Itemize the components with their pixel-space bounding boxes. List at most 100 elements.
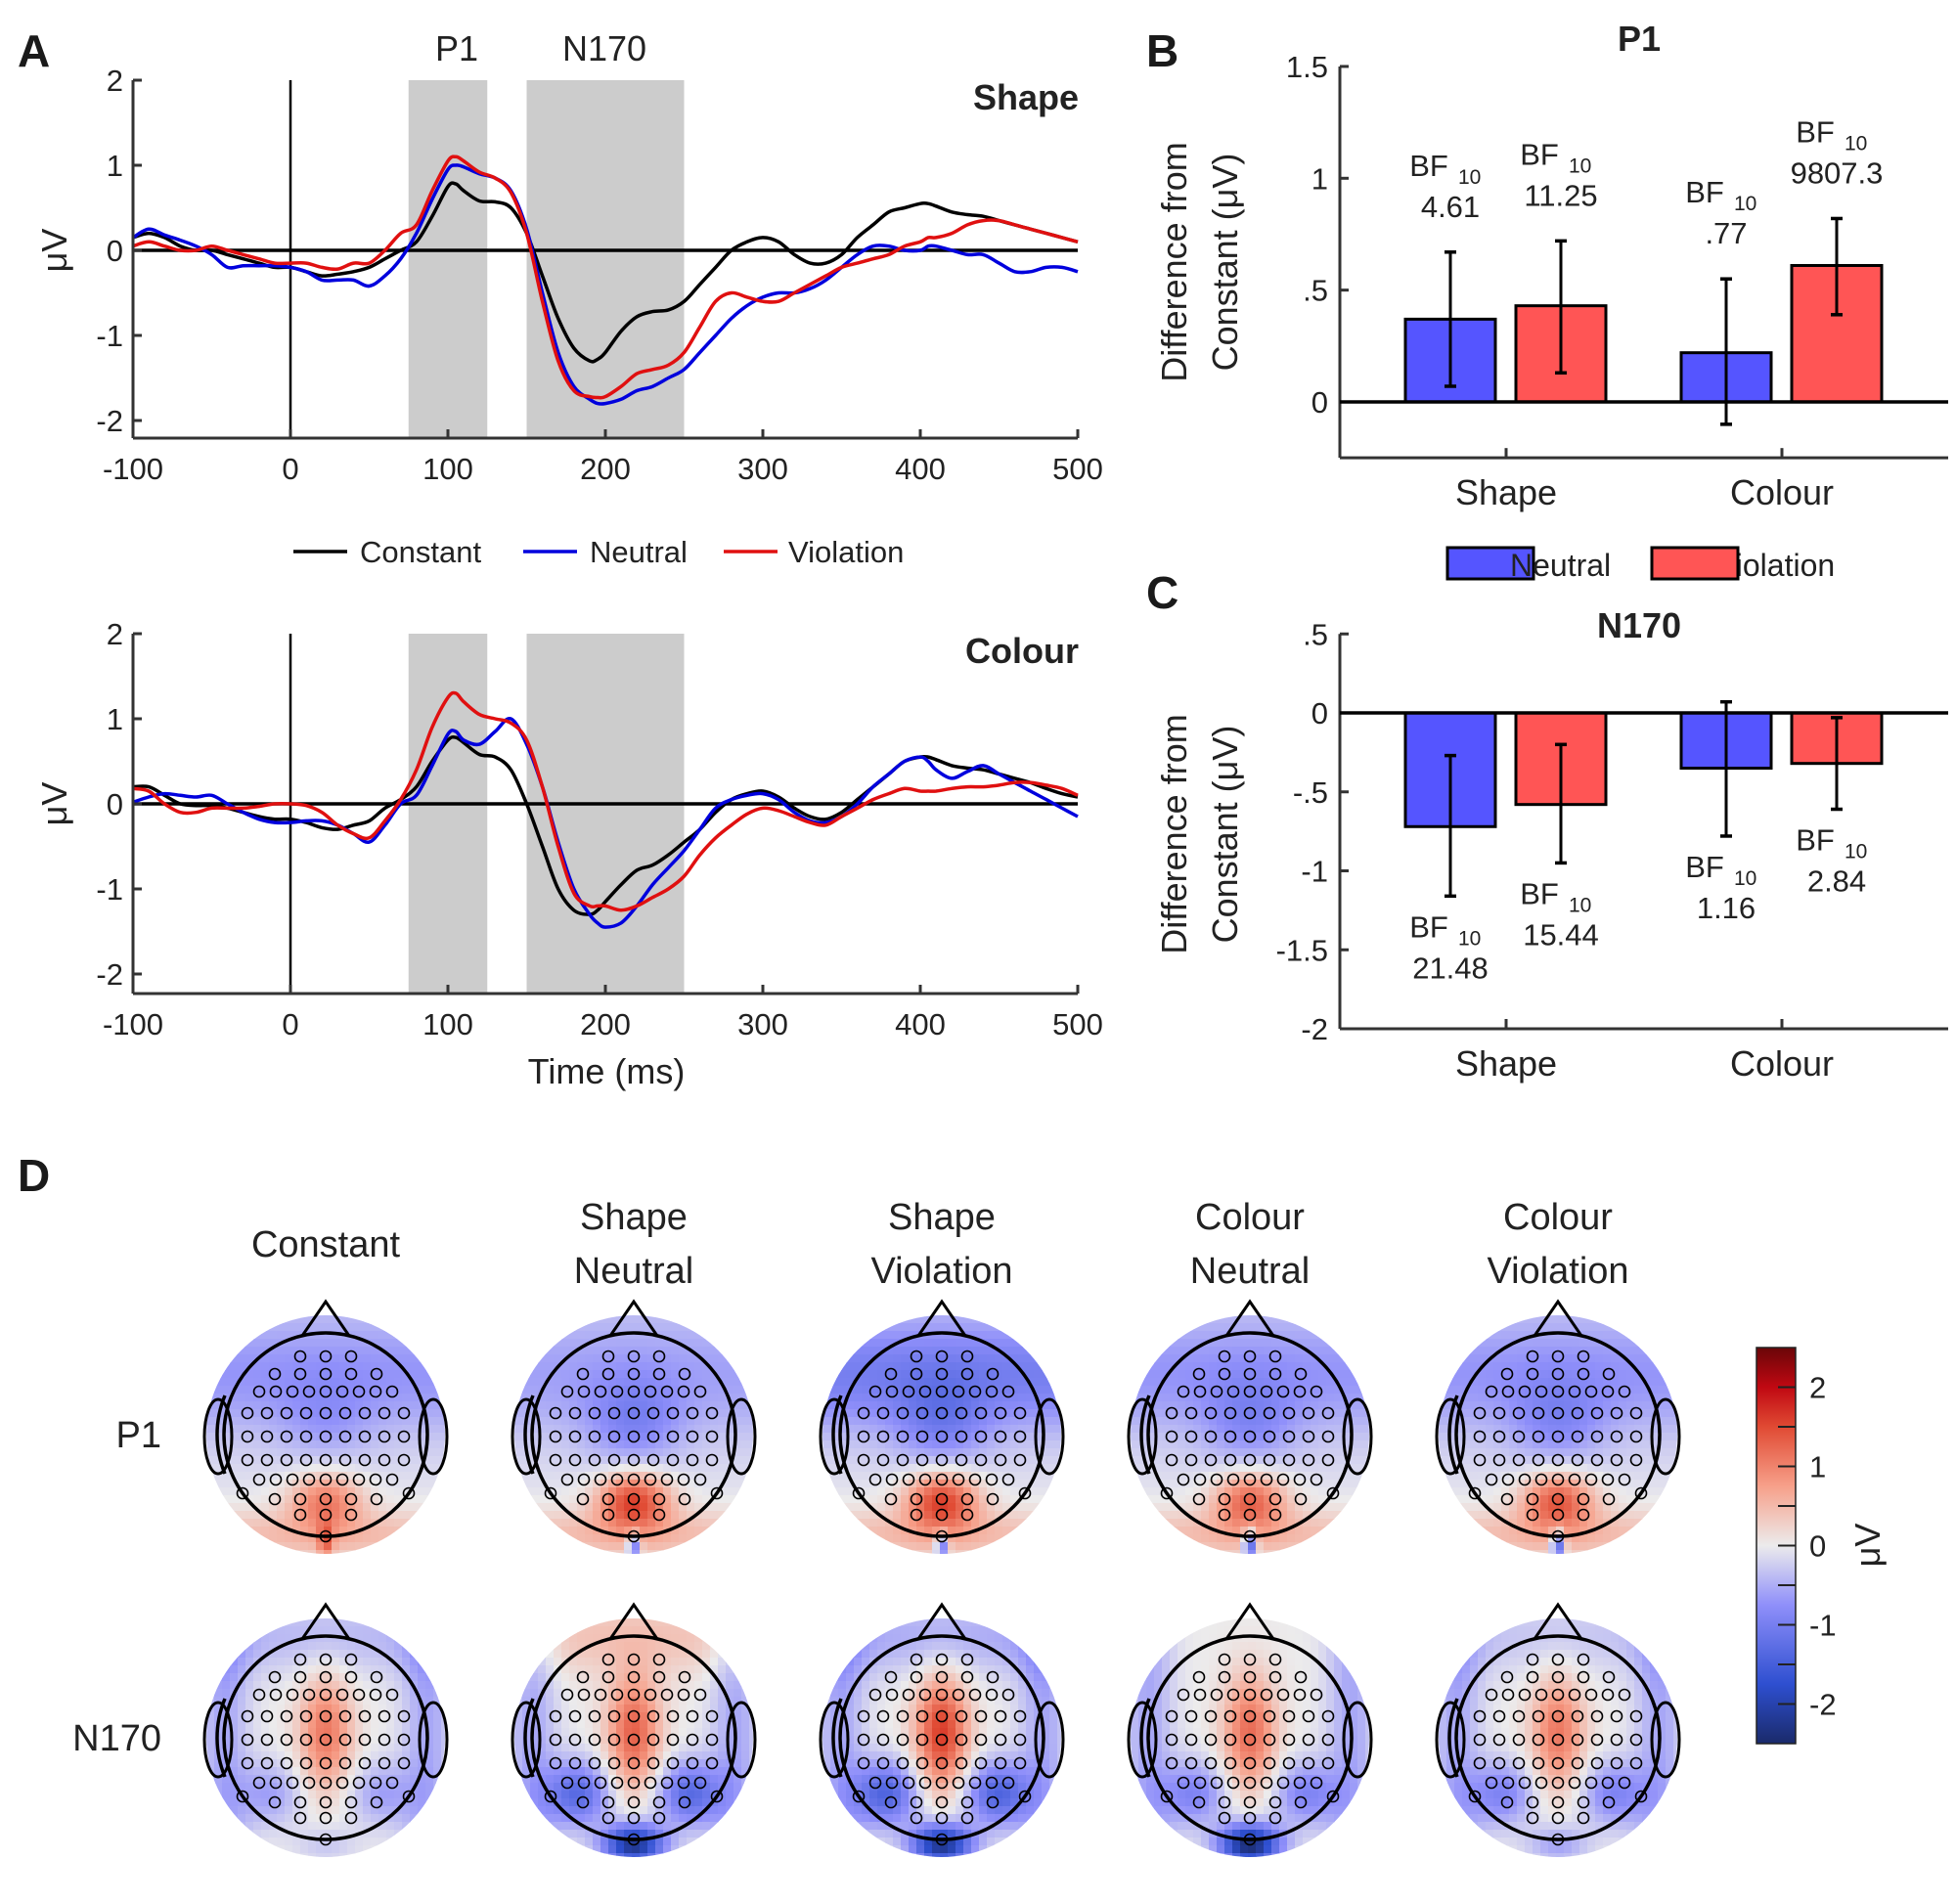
topo-cell: [261, 1323, 270, 1332]
topo-cell: [687, 1433, 695, 1441]
topo-cell: [979, 1362, 988, 1371]
topo-cell: [308, 1440, 317, 1449]
topo-cell: [862, 1456, 870, 1465]
topo-cell: [624, 1542, 633, 1551]
topo-cell: [316, 1331, 325, 1340]
electrode: [885, 1385, 899, 1398]
topo-cell: [371, 1401, 379, 1410]
topo-cell: [1509, 1417, 1518, 1426]
topo-cell: [1446, 1339, 1455, 1348]
topo-cell: [1525, 1433, 1534, 1441]
topo-cell: [726, 1480, 734, 1488]
topo-cell: [741, 1464, 750, 1473]
topo-cell: [1303, 1480, 1311, 1488]
topo-cell: [1311, 1433, 1319, 1441]
topo-cell: [1146, 1495, 1155, 1504]
topo-cell: [593, 1339, 601, 1348]
topo-cell: [838, 1425, 847, 1434]
electrode: [358, 1406, 372, 1420]
topo-cell: [378, 1472, 387, 1481]
topo-cell: [538, 1425, 547, 1434]
topo-cell: [363, 1378, 372, 1387]
topo-cell: [663, 1511, 672, 1520]
topo-cell: [734, 1378, 742, 1387]
topo-cell: [1287, 1519, 1296, 1528]
topo-cell: [1217, 1323, 1225, 1332]
topo-cell: [987, 1487, 996, 1496]
topo-cell: [261, 1362, 270, 1371]
topo-cell: [1042, 1542, 1050, 1551]
topo-cell: [1595, 1331, 1604, 1340]
topo-cell: [1240, 1362, 1249, 1371]
topo-cell: [734, 1417, 742, 1426]
topo-cell: [1042, 1331, 1050, 1340]
topo-cell: [640, 1386, 648, 1395]
topo-cell: [862, 1347, 870, 1355]
topo-cell: [1018, 1331, 1027, 1340]
topo-cell: [1264, 1370, 1272, 1379]
electrode: [260, 1453, 274, 1467]
topo-cell: [1209, 1433, 1218, 1441]
topo-cell: [1010, 1448, 1019, 1457]
topo-cell: [1446, 1401, 1455, 1410]
topo-cell: [948, 1534, 956, 1543]
topo-cell: [718, 1464, 727, 1473]
topo-cell: [940, 1433, 949, 1441]
topo-cell: [1162, 1331, 1171, 1340]
topo-cell: [1365, 1472, 1369, 1481]
topo-cell: [1057, 1511, 1061, 1520]
topo-cell: [371, 1480, 379, 1488]
electrode: [1210, 1473, 1223, 1486]
topo-cell: [846, 1487, 855, 1496]
topo-cell: [632, 1519, 641, 1528]
topo-cell: [222, 1315, 231, 1324]
topo-cell: [885, 1448, 894, 1457]
topo-cell: [854, 1464, 863, 1473]
topo-cell: [1287, 1487, 1296, 1496]
topo-cell: [971, 1534, 980, 1543]
topo-cell: [332, 1409, 340, 1418]
topo-cell: [1446, 1456, 1455, 1465]
topo-cell: [378, 1440, 387, 1449]
topo-cell: [979, 1487, 988, 1496]
topo-cell: [663, 1472, 672, 1481]
topo-cell: [425, 1339, 434, 1348]
topo-cell: [1002, 1519, 1011, 1528]
topo-cell: [1478, 1425, 1487, 1434]
topo-cell: [1193, 1527, 1202, 1535]
topo-cell: [1572, 1394, 1580, 1402]
topo-cell: [585, 1527, 594, 1535]
topo-cell: [347, 1448, 356, 1457]
topo-cell: [1548, 1417, 1557, 1426]
topo-cell: [1217, 1433, 1225, 1441]
topo-cell: [1540, 1433, 1549, 1441]
topo-cell: [1311, 1362, 1319, 1371]
topo-cell: [1042, 1440, 1050, 1449]
topo-cell: [538, 1534, 547, 1543]
topo-cell: [230, 1456, 239, 1465]
topo-cell: [1131, 1347, 1139, 1355]
topo-cell: [734, 1370, 742, 1379]
topo-cell: [425, 1409, 434, 1418]
topo-cell: [749, 1472, 753, 1481]
topo-cell: [347, 1362, 356, 1371]
topo-cell: [386, 1409, 395, 1418]
topo-cell: [608, 1527, 617, 1535]
topo-cell: [546, 1550, 555, 1554]
topo-cell: [608, 1394, 617, 1402]
topo-cell: [940, 1550, 949, 1554]
topo-cell: [441, 1425, 445, 1434]
topo-cell: [1271, 1511, 1280, 1520]
topo-cell: [269, 1378, 278, 1387]
topo-cell: [647, 1401, 656, 1410]
topo-cell: [1232, 1440, 1241, 1449]
topo-cell: [1556, 1456, 1565, 1465]
topo-cell: [1326, 1354, 1335, 1363]
topo-cell: [1178, 1487, 1186, 1496]
topo-cell: [1018, 1456, 1027, 1465]
topo-cell: [324, 1401, 333, 1410]
topo-cell: [1478, 1409, 1487, 1418]
topo-cell: [1650, 1323, 1659, 1332]
ear-right-icon: [1034, 1397, 1065, 1476]
topo-cell: [1478, 1354, 1487, 1363]
